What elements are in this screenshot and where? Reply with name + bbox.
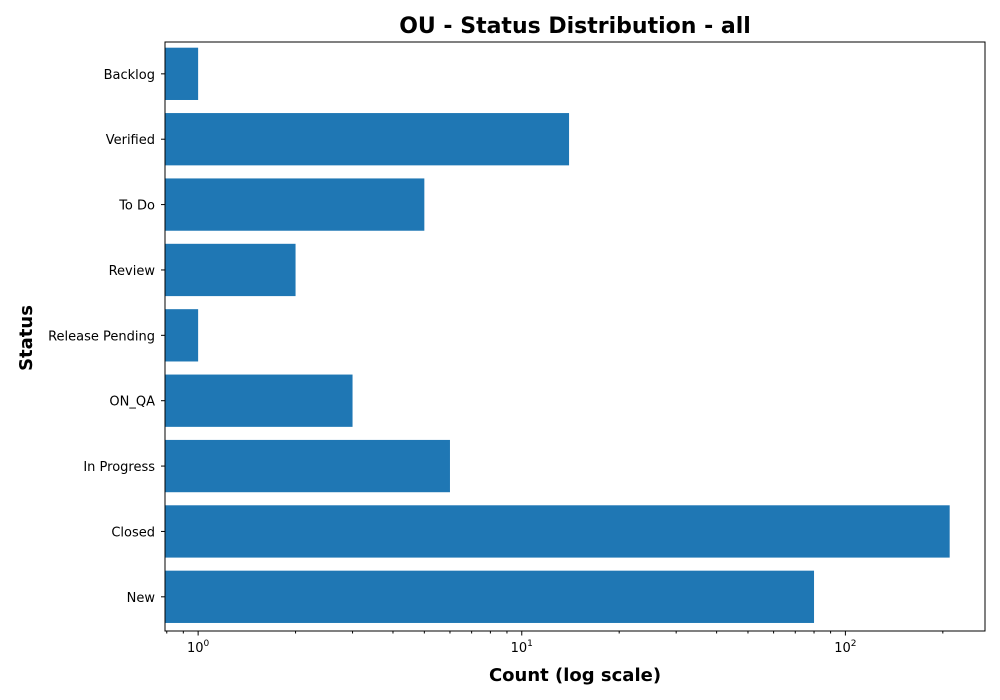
bar-new [165, 570, 815, 623]
x-axis-ticks: 100 101 102 [166, 631, 944, 656]
y-axis-ticks: New Closed In Progress ON_QA Release Pending… [48, 68, 165, 606]
y-axis-label: Status [16, 305, 37, 371]
x-axis-label: Count (log scale) [489, 665, 661, 686]
y-tick-label-new: New [127, 591, 156, 606]
bar-closed [165, 505, 950, 558]
x-tick-label: 101 [511, 639, 533, 656]
chart-title: OU - Status Distribution - all [399, 14, 751, 39]
y-tick-label-backlog: Backlog [104, 68, 155, 83]
bar-in-progress [165, 439, 450, 493]
x-tick-label: 100 [187, 639, 210, 656]
y-tick-label-in-progress: In Progress [83, 460, 155, 475]
y-tick-label-release-pending: Release Pending [48, 329, 155, 344]
bar-to-do [165, 178, 425, 231]
bar-release-pending [165, 309, 199, 362]
y-tick-label-review: Review [109, 264, 156, 279]
y-tick-label-to-do: To Do [118, 199, 155, 214]
y-tick-label-closed: Closed [111, 525, 155, 540]
bar-review [165, 243, 296, 297]
bars-group [165, 47, 950, 623]
y-tick-label-verified: Verified [106, 133, 155, 148]
y-tick-label-on-qa: ON_QA [109, 395, 155, 410]
plot-frame [164, 41, 986, 632]
bar-backlog [165, 47, 199, 100]
bar-verified [165, 113, 570, 166]
bar-on-qa [165, 374, 353, 427]
x-tick-label: 102 [834, 639, 856, 656]
